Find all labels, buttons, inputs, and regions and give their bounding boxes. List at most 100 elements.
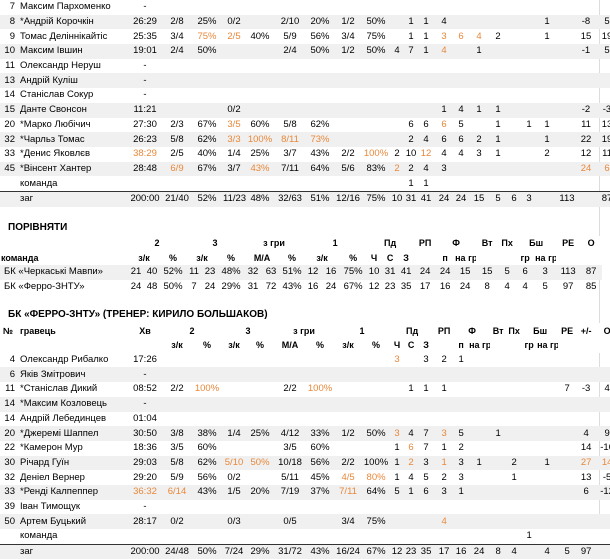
stat-cell: 29% (246, 543, 275, 559)
player-name[interactable]: Олександр Неруш (20, 60, 101, 72)
stat-cell: 67% (343, 281, 363, 293)
player-name[interactable]: команда (20, 530, 58, 542)
player-name[interactable]: заг (16, 543, 128, 559)
player-name[interactable]: *Камерон Мур (20, 442, 83, 454)
stat-cell (490, 412, 506, 427)
team-name[interactable]: БК «Черкаські Мавпи» (0, 265, 128, 280)
stat-cell (222, 0, 246, 15)
stat-cell (490, 455, 507, 471)
player-name[interactable]: Максим Пархоменко (20, 1, 111, 13)
player-name[interactable]: *Марко Любічич (20, 118, 91, 130)
player-name[interactable]: Річард Гуїн (16, 455, 128, 471)
stat-cell: 1 (468, 455, 491, 471)
column-header: № (0, 323, 16, 339)
stat-cell: 4 (504, 281, 510, 293)
stat-cell (404, 367, 419, 383)
stat-cell: 7 (191, 281, 197, 293)
stat-cell (246, 441, 274, 456)
stat-cell (192, 412, 222, 427)
player-name[interactable]: *Ренді Калпеппер (16, 484, 128, 500)
player-name[interactable]: Артем Буцький (16, 514, 128, 529)
stat-cell: 29:03 (128, 455, 162, 471)
stat-cell (558, 132, 576, 147)
compare-title: ПОРІВНЯТИ (8, 221, 68, 233)
player-name[interactable]: *Денис Яковлєв (20, 148, 91, 160)
column-header: +/- (576, 323, 597, 339)
column-header: 2 (128, 235, 187, 251)
stat-cell (306, 514, 335, 529)
column-subheader: С (382, 250, 399, 265)
stat-cell (490, 500, 506, 515)
stat-cell (274, 500, 306, 515)
player-name[interactable]: Деніел Вернер (20, 471, 85, 483)
stat-cell: 14 (580, 442, 592, 454)
stat-cell (246, 88, 274, 103)
player-name[interactable]: *Андрій Корочкін (16, 14, 128, 30)
stat-cell (536, 412, 558, 427)
stat-cell (274, 0, 306, 15)
player-name[interactable]: *Чарльз Томас (16, 132, 128, 147)
player-name[interactable]: *Джеремі Шаппел (16, 426, 128, 441)
stat-cell: -3 (596, 102, 610, 118)
stat-cell (558, 484, 577, 500)
stat-cell (536, 367, 559, 383)
stat-cell (536, 102, 558, 118)
stat-cell: 5 (596, 44, 610, 59)
stat-cell: 24 (576, 161, 596, 177)
stat-cell: 16 (454, 543, 469, 559)
player-row: 32 *Чарльз Томас 26:23 5/8 62% 3/3 100% 8/11 73%… (0, 132, 610, 147)
stat-cell: 1 (490, 102, 506, 118)
stat-cell (522, 500, 536, 515)
player-name[interactable]: Олександр Рибалко (20, 354, 109, 366)
stat-cell: 12 (390, 543, 405, 559)
stat-cell (362, 59, 390, 74)
stat-cell: 14 (0, 396, 16, 412)
player-name[interactable]: Томас Деліннікайтіс (20, 30, 108, 42)
player-name[interactable]: Станіслав Сокур (20, 89, 94, 101)
column-subheader (0, 338, 162, 353)
player-name[interactable]: Яків Змітрович (16, 367, 128, 383)
column-header: О (580, 235, 603, 251)
stat-cell: 13 (601, 118, 610, 130)
stat-cell: 18:36 (133, 442, 157, 454)
stat-cell (506, 88, 522, 103)
stat-cell (558, 176, 576, 191)
stat-cell (536, 88, 558, 103)
stat-cell: 11 (602, 148, 610, 160)
team-name[interactable]: БК «Ферро-ЗНТУ» (4, 281, 85, 293)
stat-cell (334, 102, 362, 118)
player-name[interactable]: Андрій Лебединцев (20, 412, 107, 424)
column-subheader: п (436, 250, 455, 265)
stat-cell: 24/48 (162, 543, 192, 559)
stat-cell (468, 396, 491, 412)
stat-cell: 15 (468, 190, 490, 207)
player-name[interactable]: команда (20, 177, 58, 189)
stat-cell (274, 59, 306, 74)
player-name[interactable]: заг (16, 190, 128, 207)
stat-cell (536, 441, 558, 456)
stat-cell: 1 (536, 455, 559, 471)
player-name[interactable]: Іван Тимощук (20, 500, 81, 512)
player-name[interactable]: Максим Івшин (16, 44, 128, 59)
player-name[interactable]: Андрій Куліш (16, 73, 128, 89)
stat-cell (454, 412, 468, 427)
player-name[interactable]: *Максим Козловець (16, 396, 128, 412)
stat-cell: -1 (576, 44, 596, 59)
column-subheader: з/к (128, 250, 160, 265)
player-row: 14 Андрій Лебединцев 01:04 (0, 412, 610, 427)
column-header: 1 (304, 235, 367, 251)
stat-cell (522, 367, 537, 383)
stat-cell: 60% (310, 442, 330, 454)
stat-cell: 23 (404, 543, 419, 559)
player-name[interactable]: *Вінсент Хантер (16, 161, 128, 177)
player-name[interactable]: *Станіслав Дикий (20, 383, 98, 395)
stat-cell: 22 (576, 132, 596, 147)
stat-cell (390, 514, 405, 529)
player-name[interactable]: Данте Свонсон (16, 102, 128, 118)
stat-cell (522, 14, 536, 30)
stat-cell: 19:01 (128, 44, 162, 59)
stat-cell (334, 412, 362, 427)
stat-cell (536, 500, 558, 515)
stat-cell: 1/4 (227, 148, 241, 160)
stat-cell (596, 0, 610, 15)
